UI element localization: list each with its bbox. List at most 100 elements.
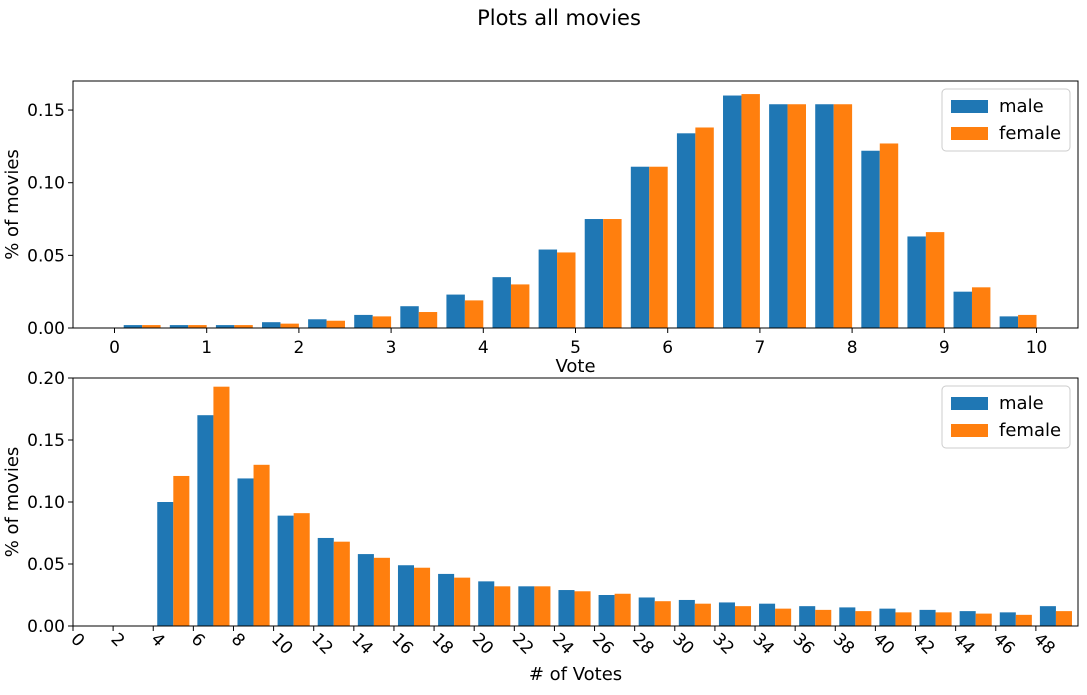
bar-female-numvotes-1-15 [775,608,792,626]
x-tick-label: 8 [847,338,858,358]
bar-male-vote-0-8 [861,150,880,328]
bar-male-vote-2-8 [907,236,926,328]
bar-male-numvotes-0-5 [357,554,374,626]
x-tick-label: 6 [662,338,673,358]
legend-swatch-female [951,424,988,437]
bar-male-numvotes-0-21 [999,612,1016,626]
bar-male-numvotes-0-16 [799,606,816,626]
x-axis-label: # of Votes [529,664,622,685]
bar-male-vote-2-2 [354,314,373,328]
x-tick-label: 4 [478,338,489,358]
bar-male-numvotes-0-11 [598,595,615,626]
bar-male-numvotes-0-15 [759,603,776,626]
bar-male-vote-0-3 [400,306,419,328]
bar-female-numvotes-1-9 [534,586,551,626]
bars [157,386,1072,626]
bar-male-numvotes-0-0 [157,502,174,626]
y-axis-label: % of movies [2,149,23,260]
bar-female-vote-3-1 [280,323,299,328]
bar-female-numvotes-1-2 [253,464,270,626]
x-tick-label: 5 [570,338,581,358]
y-tick-label: 0.00 [27,319,65,339]
legend: male female [941,88,1071,152]
bar-female-vote-1-5 [603,219,622,328]
bar-female-vote-3-3 [464,300,484,328]
bar-female-numvotes-1-6 [414,567,431,626]
legend-swatch-female [951,127,988,140]
bar-female-numvotes-1-18 [895,612,912,626]
legend-swatch-male [951,100,988,113]
y-tick-label: 0.15 [27,101,65,121]
bar-female-numvotes-1-22 [1055,611,1072,626]
bar-female-vote-1-4 [510,284,530,328]
bar-male-numvotes-0-8 [478,581,495,626]
bar-female-numvotes-1-13 [694,603,711,626]
bar-female-numvotes-1-10 [574,591,591,626]
bar-male-numvotes-0-22 [1039,606,1056,626]
bar-female-numvotes-1-16 [815,609,832,626]
bar-male-numvotes-0-1 [197,415,214,626]
y-ticks: 0.00 0.05 0.10 0.15 0.20 [27,369,73,637]
x-axis-label: Vote [555,356,595,377]
bar-female-vote-3-4 [557,252,576,328]
bar-male-numvotes-0-4 [317,537,334,626]
bar-female-vote-3-2 [372,316,392,328]
bar-female-numvotes-1-1 [213,386,230,626]
bar-male-numvotes-0-19 [919,609,936,626]
bar-male-numvotes-0-20 [959,611,976,626]
bar-male-vote-0-0 [123,325,143,328]
bar-female-vote-1-6 [695,127,714,329]
bar-male-vote-0-2 [308,319,327,328]
bar-male-vote-2-7 [815,104,834,328]
bar-female-numvotes-1-11 [614,593,631,626]
bar-male-numvotes-0-14 [718,602,735,626]
bar-male-numvotes-0-6 [397,565,415,626]
bar-male-vote-2-1 [262,322,281,328]
bar-female-numvotes-1-7 [454,577,471,626]
x-tick-label: 10 [1026,338,1048,358]
bar-female-numvotes-1-17 [855,611,872,626]
bar-female-numvotes-1-12 [654,601,671,626]
legend-swatch-male [951,397,988,410]
bar-male-vote-0-5 [584,219,604,328]
bar-female-vote-3-7 [833,104,853,328]
y-tick-label: 0.00 [27,617,65,637]
figure-title: Plots all movies [477,6,641,30]
bar-male-numvotes-0-3 [277,515,294,626]
bar-male-vote-0-7 [769,104,788,328]
bar-male-vote-0-1 [215,325,235,328]
bar-female-vote-3-5 [649,166,668,328]
legend-label-male: male [999,393,1044,414]
vote-chart: 0 1 2 3 4 5 6 7 8 9 10 0.00 0.05 0.10 0.15 Vote % of mov… [2,80,1079,377]
x-tick-label: 7 [754,338,765,358]
bar-female-vote-1-2 [326,320,345,328]
bar-male-numvotes-0-12 [638,597,655,626]
bar-female-numvotes-1-14 [734,606,752,626]
x-tick-label: 9 [939,338,950,358]
y-tick-label: 0.10 [27,493,65,513]
bar-female-numvotes-1-19 [935,612,952,626]
bar-male-vote-0-4 [492,277,511,328]
x-tick-label: 3 [386,338,397,358]
bar-female-numvotes-1-4 [333,541,350,626]
bar-female-numvotes-1-20 [975,613,992,626]
x-tick-label: 1 [201,338,212,358]
bar-female-vote-1-9 [971,287,991,328]
y-tick-label: 0.15 [27,431,65,451]
bar-male-vote-2-5 [630,166,650,328]
legend-label-male: male [999,96,1044,117]
bar-female-vote-1-1 [234,325,253,328]
bar-female-vote-3-0 [188,325,207,328]
bar-female-numvotes-1-0 [173,475,190,626]
bar-female-vote-1-7 [787,104,806,328]
bar-female-vote-1-3 [418,312,438,328]
bar-male-numvotes-0-18 [879,608,896,626]
y-tick-label: 0.10 [27,174,65,194]
bar-female-numvotes-1-3 [293,513,310,626]
bar-male-numvotes-0-13 [678,599,695,626]
y-tick-label: 0.05 [27,246,65,266]
x-tick-label: 2 [293,338,304,358]
bar-male-numvotes-0-2 [237,478,254,626]
bar-male-vote-0-6 [676,133,696,328]
